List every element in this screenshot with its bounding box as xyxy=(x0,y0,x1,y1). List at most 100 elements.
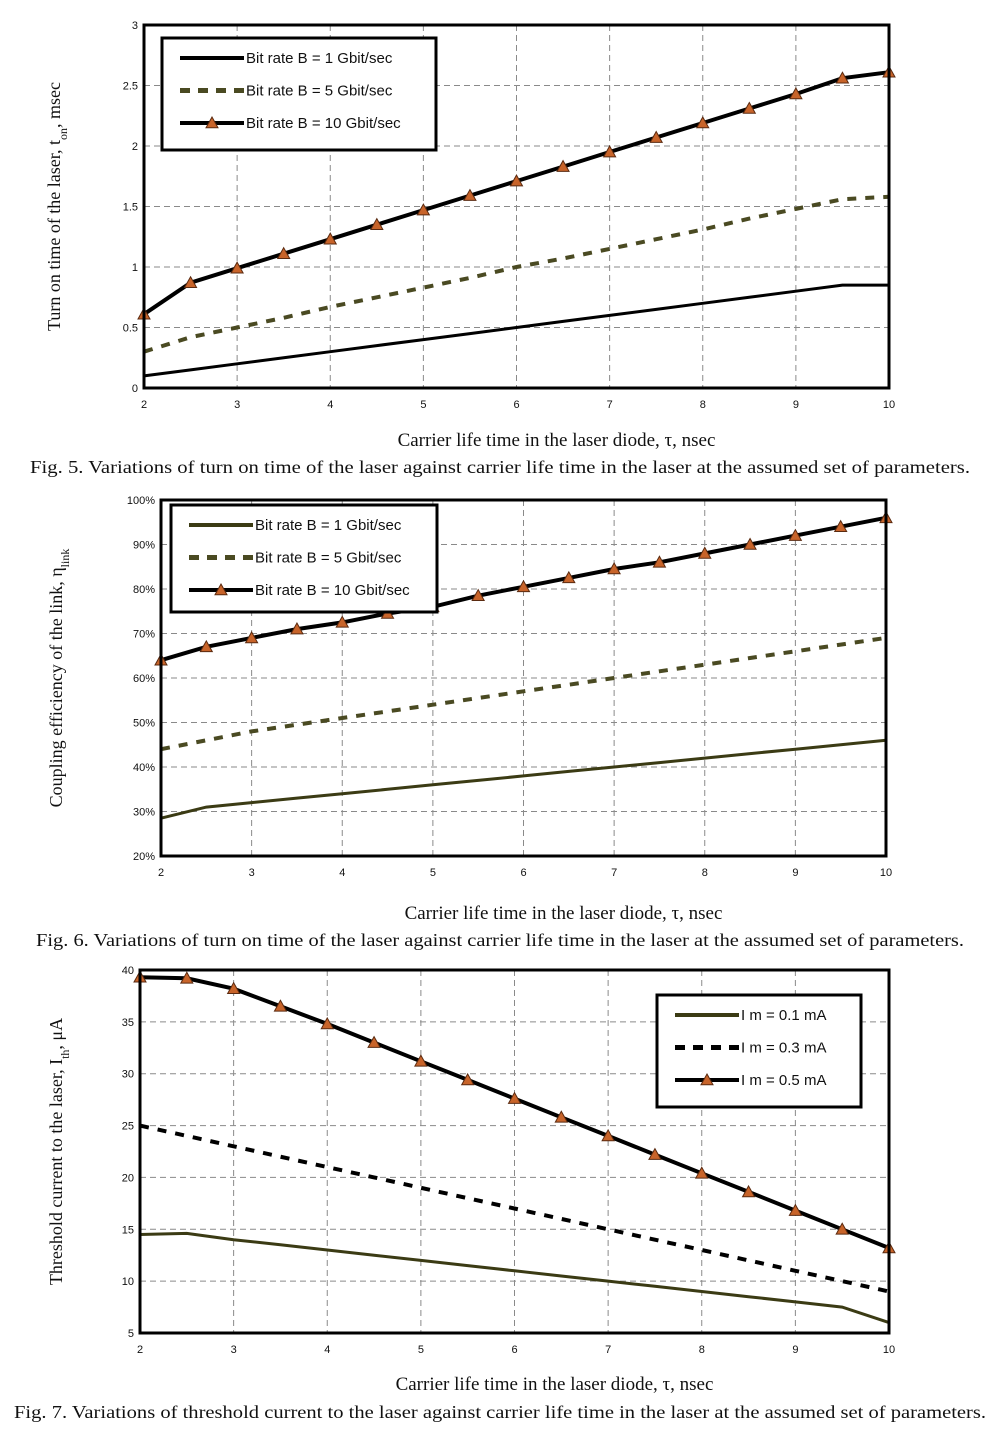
series-2 xyxy=(139,1123,890,1294)
figure-5: 2 3 4 5 6 7 8 9 10 0 0.5 1 1.5 2 2.5 3 Bit rate B = 1 Gb… xyxy=(0,0,1002,482)
series-line xyxy=(139,1123,890,1294)
data-point-marker xyxy=(835,1222,850,1235)
x-axis-label: Carrier life time in the laser diode, τ,… xyxy=(405,903,723,924)
x-tick-label: 10 xyxy=(883,1344,895,1356)
series-1 xyxy=(143,283,889,378)
data-point-marker xyxy=(273,999,288,1012)
legend-marker xyxy=(700,1072,714,1086)
x-axis-label: Carrier life time in the laser diode, τ,… xyxy=(396,1374,714,1395)
data-point-marker xyxy=(694,1166,709,1179)
series-line xyxy=(139,1231,890,1325)
data-point-marker xyxy=(602,145,617,158)
data-point-marker xyxy=(648,1147,662,1160)
data-point-marker xyxy=(741,1184,756,1198)
data-point-marker xyxy=(509,174,524,187)
figure-6: 2 3 4 5 6 7 8 9 10 20% 30% 40% 50% 60% 70% 80% 90% 100% Bi… xyxy=(0,482,1002,952)
x-tick-label: 8 xyxy=(699,1344,705,1356)
data-point-marker xyxy=(743,537,757,550)
x-tick-label: 9 xyxy=(792,867,798,879)
y-axis-label: Coupling efficiency of the link, ηlink xyxy=(46,549,72,808)
y-tick-label: 0.5 xyxy=(123,323,138,335)
y-tick-label: 50% xyxy=(133,718,155,730)
plot-frame xyxy=(142,23,891,390)
plot-frame xyxy=(138,968,891,1335)
y-tick-label: 30 xyxy=(122,1069,134,1081)
data-point-marker xyxy=(414,1054,428,1067)
legend-label: Bit rate B = 5 Gbit/sec xyxy=(255,550,402,567)
y-tick-label: 2.5 xyxy=(123,81,138,93)
data-point-marker xyxy=(367,1035,381,1048)
series-2 xyxy=(143,194,890,354)
legend-label: Bit rate B = 5 Gbit/sec xyxy=(246,83,393,100)
data-point-marker xyxy=(276,246,291,259)
series-line xyxy=(160,738,887,820)
chart-fig5: 2 3 4 5 6 7 8 9 10 0 0.5 1 1.5 2 2.5 3 Bit rate B = 1 Gb… xyxy=(30,20,970,477)
data-point-marker xyxy=(335,615,350,628)
y-tick-label: 1.5 xyxy=(123,202,138,214)
legend-label: Bit rate B = 1 Gbit/sec xyxy=(246,50,393,67)
x-axis-label: Carrier life time in the laser diode, τ,… xyxy=(398,430,716,451)
x-tick-label: 3 xyxy=(249,867,255,879)
y-axis-label: Threshold current to the laser, Ith, μA xyxy=(46,1018,72,1285)
x-tick-label: 2 xyxy=(158,867,164,879)
y-tick-label: 3 xyxy=(132,20,138,32)
data-point-marker xyxy=(649,130,664,143)
figure-7: 2 3 4 5 6 7 8 9 10 5 10 15 20 25 30 35 40 I m = 0.1 mA I m… xyxy=(0,952,1002,1444)
series-3 xyxy=(137,65,896,320)
y-tick-label: 5 xyxy=(128,1328,134,1340)
legend-label: I m = 0.3 mA xyxy=(741,1040,826,1057)
y-tick-label: 80% xyxy=(133,584,155,596)
y-tick-label: 40% xyxy=(133,762,155,774)
y-tick-label: 0 xyxy=(132,383,138,395)
figure-caption: Fig. 5. Variations of turn on time of th… xyxy=(30,457,970,477)
data-point-marker xyxy=(290,622,304,635)
x-tick-label: 5 xyxy=(420,399,426,411)
data-point-marker xyxy=(179,971,194,984)
chart-fig6: 2 3 4 5 6 7 8 9 10 20% 30% 40% 50% 60% 70% 80% 90% 100% Bi… xyxy=(36,495,964,950)
y-tick-label: 15 xyxy=(122,1224,134,1236)
data-point-marker xyxy=(561,570,576,584)
legend-label: Bit rate B = 10 Gbit/sec xyxy=(255,582,410,599)
x-tick-label: 4 xyxy=(324,1344,330,1356)
legend: Bit rate B = 1 Gbit/sec Bit rate B = 5 Gb… xyxy=(160,36,438,152)
series-3 xyxy=(133,970,896,1254)
x-tick-label: 3 xyxy=(231,1344,237,1356)
x-tick-label: 6 xyxy=(513,399,519,411)
data-point-marker xyxy=(463,188,477,201)
data-point-marker xyxy=(556,159,570,172)
x-tick-label: 9 xyxy=(793,399,799,411)
legend-label: Bit rate B = 10 Gbit/sec xyxy=(246,115,401,132)
y-tick-label: 100% xyxy=(127,495,155,507)
y-tick-label: 40 xyxy=(122,965,134,977)
data-point-marker xyxy=(788,528,803,541)
legend-label: Bit rate B = 1 Gbit/sec xyxy=(255,517,402,534)
series-line xyxy=(143,194,890,354)
data-point-marker xyxy=(516,579,531,593)
data-point-marker xyxy=(695,115,710,129)
data-point-marker xyxy=(601,1128,615,1142)
data-point-marker xyxy=(471,588,486,601)
data-point-marker xyxy=(369,217,384,230)
y-tick-label: 25 xyxy=(122,1121,134,1133)
y-tick-label: 2 xyxy=(132,141,138,153)
x-tick-label: 4 xyxy=(327,399,333,411)
y-axis-label: Turn on time of the laser, ton, msec xyxy=(44,82,70,331)
x-tick-label: 2 xyxy=(137,1344,143,1356)
data-point-marker xyxy=(507,1091,522,1104)
y-tick-label: 20% xyxy=(133,851,155,863)
y-tick-label: 90% xyxy=(133,540,155,552)
x-tick-label: 6 xyxy=(520,867,526,879)
x-tick-label: 8 xyxy=(700,399,706,411)
series-1 xyxy=(160,738,887,820)
y-tick-label: 10 xyxy=(122,1276,134,1288)
x-tick-label: 7 xyxy=(611,867,617,879)
y-tick-label: 20 xyxy=(122,1172,134,1184)
data-point-marker xyxy=(244,630,259,644)
series-2 xyxy=(160,635,887,752)
series-line xyxy=(143,283,889,378)
x-tick-label: 9 xyxy=(792,1344,798,1356)
legend-label: I m = 0.1 mA xyxy=(741,1007,826,1024)
series-line xyxy=(160,635,887,752)
y-tick-label: 35 xyxy=(122,1017,134,1029)
